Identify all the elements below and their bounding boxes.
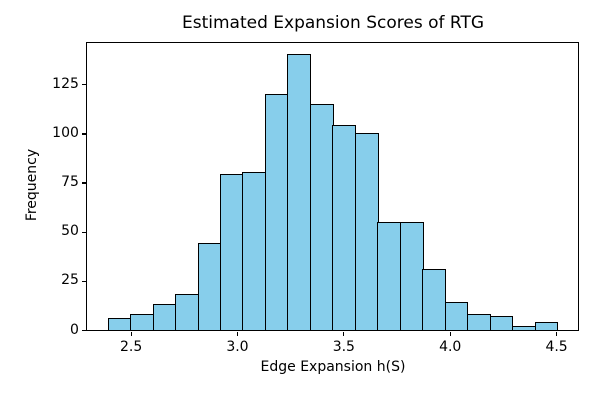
histogram-bar (287, 54, 312, 331)
x-tick-mark (449, 331, 451, 337)
histogram-bar (220, 174, 244, 331)
x-tick-mark (130, 331, 132, 337)
histogram-bar (467, 313, 491, 331)
y-tick-mark (81, 329, 87, 332)
histogram-bar (264, 93, 289, 331)
plot-area (86, 42, 580, 332)
y-tick-label: 0 (69, 321, 79, 338)
x-tick-label: 4.5 (545, 339, 568, 356)
histogram-bar (197, 243, 222, 331)
histogram-bar (377, 221, 402, 331)
x-axis-label: Edge Expansion h(S) (260, 358, 406, 375)
y-tick-mark (81, 182, 87, 184)
y-tick-mark (81, 280, 87, 282)
histogram-bar (354, 133, 379, 331)
x-tick-label: 4.0 (439, 339, 462, 356)
x-tick-mark (555, 331, 558, 337)
histogram-bar (152, 304, 177, 331)
histogram-bar (107, 317, 132, 331)
histogram-bar (489, 315, 514, 331)
y-tick-label: 25 (61, 272, 79, 289)
histogram-bar (422, 268, 446, 331)
y-tick-mark (81, 133, 87, 135)
chart-title: Estimated Expansion Scores of RTG (181, 13, 485, 33)
histogram-bar (242, 172, 267, 331)
y-tick-label: 50 (61, 223, 79, 240)
y-tick-label: 75 (61, 174, 79, 191)
histogram-bar (130, 313, 154, 331)
x-tick-label: 3.5 (332, 339, 355, 356)
x-tick-label: 2.5 (119, 339, 143, 356)
y-tick-label: 100 (52, 124, 79, 141)
histogram-bar (309, 103, 334, 331)
x-tick-label: 3.0 (226, 339, 249, 356)
y-tick-mark (81, 84, 87, 86)
histogram-bar (175, 294, 199, 331)
y-tick-label: 125 (52, 75, 79, 92)
x-tick-mark (236, 331, 239, 337)
histogram-bar (399, 221, 424, 331)
histogram-bar (444, 302, 469, 331)
histogram-bar (332, 125, 357, 331)
x-tick-mark (343, 331, 345, 337)
histogram-bar (534, 321, 559, 331)
y-tick-mark (81, 231, 87, 233)
histogram-bar (512, 325, 536, 331)
